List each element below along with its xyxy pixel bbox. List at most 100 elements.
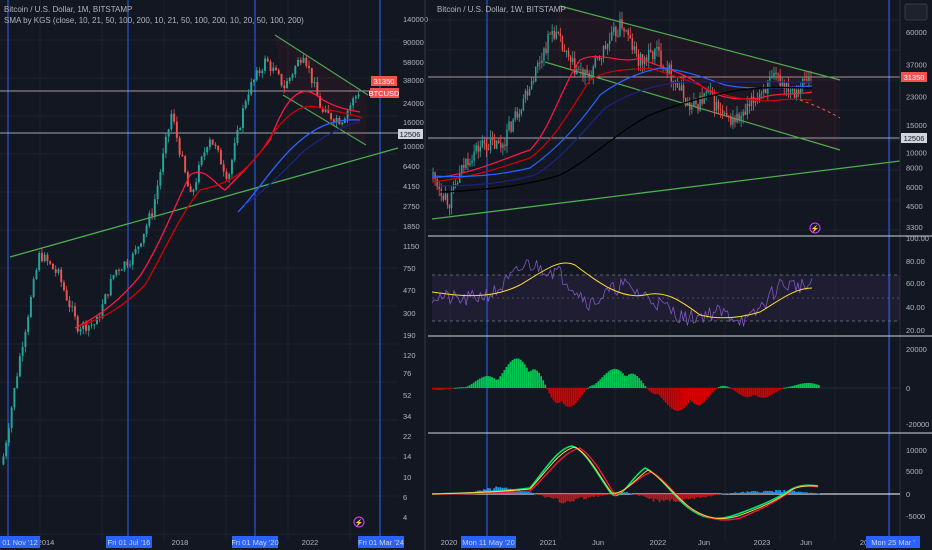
- hist-bar: [662, 388, 665, 401]
- hist-bar: [501, 373, 504, 388]
- right-candle-body: [701, 95, 703, 104]
- hist-bar: [654, 388, 657, 395]
- right-pane: Bitcoin / U.S. Dollar, 1W, BITSTAMP 6000…: [428, 0, 932, 547]
- left-candle-body: [195, 182, 198, 190]
- hist-bar: [717, 387, 720, 389]
- macd-bar: [664, 494, 667, 501]
- left-sma-100: [244, 121, 361, 206]
- right-candle-body: [436, 178, 438, 187]
- hist-bar: [815, 384, 818, 388]
- macd-bar: [724, 493, 726, 495]
- macd-bar: [638, 494, 641, 497]
- right-candle-body: [760, 92, 763, 94]
- macd-bar: [779, 490, 781, 494]
- left-candle-body: [35, 269, 38, 279]
- macd-bar: [818, 493, 820, 495]
- hist-bar: [709, 388, 712, 395]
- right-candle-body: [606, 44, 609, 49]
- hist-bar: [766, 388, 769, 397]
- macd-bar: [570, 494, 573, 502]
- left-lightning-icon[interactable]: [353, 516, 365, 528]
- right-candle-body: [463, 165, 465, 169]
- macd-bar: [623, 492, 626, 494]
- left-candle-body: [29, 296, 32, 317]
- right-candle-body: [738, 113, 740, 120]
- right-candle-body: [526, 90, 529, 96]
- hist-bar: [552, 388, 555, 401]
- left-y-tick: 10: [403, 473, 411, 482]
- right-candle-body: [637, 53, 640, 66]
- macd-bar: [752, 490, 755, 494]
- left-candle-body: [74, 306, 76, 317]
- right-y-tick: 3300: [906, 223, 923, 232]
- left-date-badges: 01 Nov '12 Fri 01 Jul '16 Fri 01 May '20 Fr…: [0, 536, 404, 548]
- macd-bar: [532, 492, 534, 494]
- left-candle-body: [324, 109, 327, 112]
- hist-bar: [626, 375, 628, 388]
- right-candle-body: [730, 116, 732, 125]
- right-candle-body: [713, 93, 716, 111]
- hist-bar: [722, 385, 724, 388]
- left-level-label: 12506: [400, 130, 421, 139]
- right-candle-body: [654, 48, 656, 60]
- right-candle-body: [557, 31, 560, 34]
- left-candle-body: [327, 109, 330, 114]
- hist-bar: [503, 370, 506, 388]
- right-candle-body: [750, 96, 753, 106]
- left-candle-body: [332, 119, 335, 123]
- right-lightning-icon[interactable]: [809, 222, 821, 234]
- hist-bar: [630, 373, 632, 388]
- macd-bar: [536, 494, 538, 495]
- macd-bar: [705, 494, 708, 498]
- right-candle-body: [715, 101, 718, 111]
- right-candle-body: [563, 50, 566, 52]
- right-candle-body: [454, 184, 457, 186]
- right-candle-body: [537, 62, 539, 67]
- right-candle-body: [746, 104, 749, 115]
- right-candle-body: [680, 85, 683, 91]
- left-price-badge: [371, 76, 397, 86]
- left-y-tick: 34: [403, 412, 411, 421]
- left-candle-body: [123, 261, 126, 270]
- macd-bar: [740, 492, 743, 494]
- right-candle-body: [742, 111, 744, 116]
- left-candle-body: [277, 70, 280, 74]
- left-candle-body: [68, 300, 71, 308]
- hist-bar: [523, 364, 526, 388]
- left-candle-body: [43, 254, 46, 262]
- settings-button[interactable]: [904, 3, 928, 21]
- left-y-tick: 14: [403, 452, 411, 461]
- macd-bar: [644, 494, 647, 497]
- right-candle-body: [666, 67, 668, 75]
- left-candle-body: [319, 96, 322, 109]
- right-y-tick: 37000: [906, 61, 927, 70]
- right-candle-body: [611, 31, 613, 41]
- macd-bar: [709, 494, 712, 497]
- left-y-tick: 140000: [403, 15, 428, 24]
- right-candle-body: [647, 49, 650, 61]
- right-y-tick: 6000: [906, 183, 923, 192]
- right-candle-body: [541, 60, 543, 64]
- hist-bar: [570, 388, 573, 407]
- hist-bar: [470, 383, 473, 388]
- left-symbol-label: BTCUSD: [369, 89, 400, 98]
- macd-bar: [509, 488, 512, 494]
- hist-bar: [728, 387, 730, 389]
- hist-bar: [487, 376, 489, 388]
- macd-bar: [599, 494, 602, 496]
- left-candle-body: [197, 164, 200, 183]
- hist-bar: [738, 388, 741, 395]
- hist-bar: [432, 388, 434, 390]
- left-candle-body: [217, 145, 220, 151]
- right-price-label: 31350: [904, 73, 925, 82]
- hist-bar: [464, 387, 467, 389]
- hist-bar: [672, 388, 675, 410]
- right-candle-body: [740, 115, 742, 120]
- right-candle-body: [549, 33, 551, 35]
- macd-bar: [640, 494, 643, 496]
- macd-bar: [762, 491, 765, 494]
- macd-bar: [597, 494, 600, 497]
- right-candle-body: [765, 89, 767, 94]
- hist-bar: [560, 388, 563, 402]
